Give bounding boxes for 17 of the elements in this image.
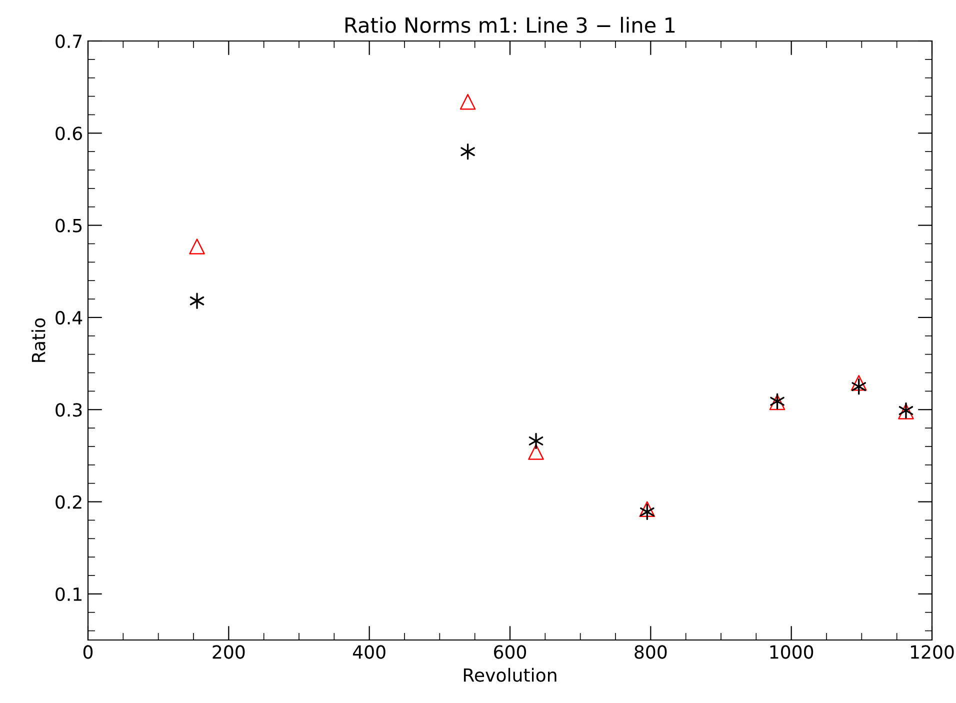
chart-title: Ratio Norms m1: Line 3 − line 1: [346, 16, 675, 33]
x-axis-title: Revolution: [464, 668, 556, 682]
y-tick-label: 0.7: [56, 34, 82, 48]
y-tick-label: 0.3: [56, 403, 82, 417]
y-tick-label: 0.1: [56, 587, 82, 602]
x-tick-label: 0: [83, 645, 93, 659]
x-tick-label: 800: [634, 645, 667, 659]
x-tick-label: 400: [352, 645, 386, 659]
y-axis-title: Ratio: [31, 318, 46, 362]
y-tick-label: 0.5: [56, 218, 82, 232]
x-tick-label: 1000: [770, 645, 814, 659]
y-tick-label: 0.2: [56, 495, 82, 509]
x-tick-label: 1200: [911, 645, 954, 659]
y-tick-label: 0.6: [56, 126, 82, 140]
x-tick-label: 200: [212, 645, 245, 659]
x-tick-label: 600: [494, 645, 526, 659]
y-tick-label: 0.4: [56, 310, 82, 325]
